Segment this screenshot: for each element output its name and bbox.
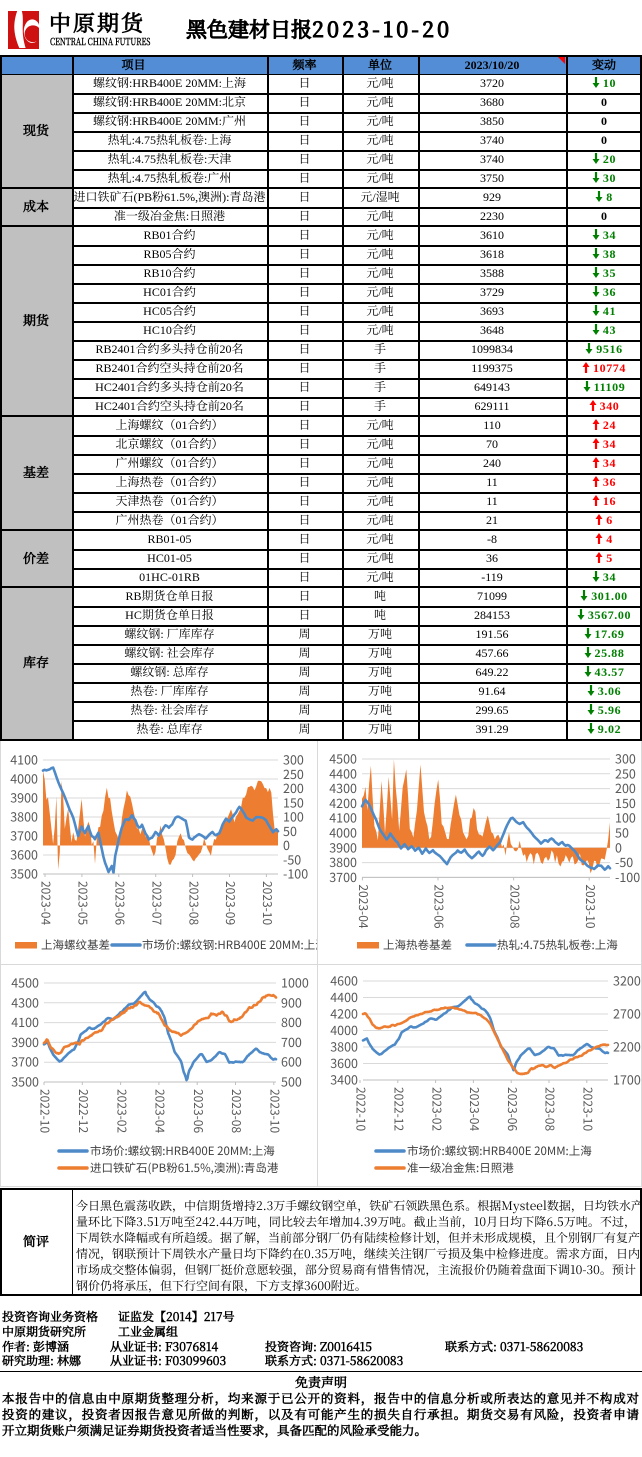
svg-text:3900: 3900	[10, 788, 38, 807]
svg-text:4300: 4300	[11, 992, 39, 1011]
svg-text:2023-10: 2023-10	[259, 881, 276, 925]
svg-text:-50: -50	[283, 849, 301, 868]
svg-text:2023-07: 2023-07	[148, 881, 165, 925]
svg-text:3500: 3500	[10, 864, 38, 883]
svg-text:2023-10: 2023-10	[267, 1089, 284, 1133]
svg-text:2023-04: 2023-04	[152, 1089, 169, 1133]
svg-text:准一级冶金焦:日照港: 准一级冶金焦:日照港	[407, 1160, 514, 1176]
svg-text:2023-08: 2023-08	[542, 1087, 559, 1131]
svg-text:2023-06: 2023-06	[504, 1087, 521, 1131]
svg-text:1700: 1700	[613, 1070, 641, 1089]
svg-text:1000: 1000	[281, 973, 309, 992]
svg-text:4100: 4100	[10, 750, 38, 769]
svg-text:2023-09: 2023-09	[222, 881, 239, 925]
svg-text:300: 300	[615, 749, 636, 768]
svg-text:-100: -100	[283, 864, 308, 883]
svg-text:4200: 4200	[330, 1004, 358, 1023]
svg-text:3400: 3400	[330, 1070, 358, 1089]
svg-text:100: 100	[615, 808, 636, 827]
svg-text:2023-08: 2023-08	[228, 1089, 245, 1133]
svg-text:2023-08: 2023-08	[506, 884, 523, 928]
svg-text:3700: 3700	[10, 826, 38, 845]
svg-text:2023-06: 2023-06	[190, 1089, 207, 1133]
svg-text:0: 0	[283, 835, 290, 854]
svg-text:3900: 3900	[329, 837, 357, 856]
svg-text:2023-04: 2023-04	[38, 881, 55, 925]
svg-text:700: 700	[281, 1032, 302, 1051]
svg-text:0: 0	[615, 837, 622, 856]
svg-text:3700: 3700	[329, 867, 357, 886]
svg-text:2023-10: 2023-10	[580, 1087, 597, 1131]
svg-text:2200: 2200	[613, 1037, 641, 1056]
svg-text:2023-04: 2023-04	[355, 884, 372, 928]
svg-text:2023-04: 2023-04	[466, 1087, 483, 1131]
svg-text:200: 200	[283, 778, 304, 797]
svg-text:4500: 4500	[11, 973, 39, 992]
svg-text:-50: -50	[615, 852, 633, 871]
svg-text:3800: 3800	[330, 1037, 358, 1056]
svg-text:上海热卷基差: 上海热卷基差	[383, 937, 452, 953]
svg-text:3800: 3800	[10, 807, 38, 826]
svg-text:800: 800	[281, 1012, 302, 1031]
svg-text:2023-05: 2023-05	[75, 881, 92, 925]
svg-text:4100: 4100	[11, 1012, 39, 1031]
svg-text:4000: 4000	[329, 823, 357, 842]
svg-text:市场价:螺纹钢:HRB400E 20MM:上海: 市场价:螺纹钢:HRB400E 20MM:上海	[407, 1143, 592, 1159]
svg-text:3800: 3800	[329, 852, 357, 871]
svg-text:4000: 4000	[330, 1020, 358, 1039]
svg-text:2023-06: 2023-06	[431, 884, 448, 928]
svg-text:3600: 3600	[10, 845, 38, 864]
svg-text:市场价:螺纹钢:HRB400E 20MM:上海: 市场价:螺纹钢:HRB400E 20MM:上海	[142, 937, 317, 953]
svg-text:2023-10: 2023-10	[582, 884, 599, 928]
svg-text:150: 150	[283, 792, 304, 811]
svg-text:300: 300	[283, 750, 304, 769]
svg-text:2700: 2700	[613, 1004, 641, 1023]
svg-text:2022-10: 2022-10	[37, 1089, 54, 1133]
svg-text:2022-12: 2022-12	[391, 1087, 408, 1131]
svg-text:4400: 4400	[330, 987, 358, 1006]
svg-text:4500: 4500	[329, 749, 357, 768]
svg-text:150: 150	[615, 793, 636, 812]
svg-text:600: 600	[281, 1052, 302, 1071]
svg-text:500: 500	[281, 1072, 302, 1091]
svg-text:50: 50	[615, 823, 629, 842]
svg-text:250: 250	[283, 764, 304, 783]
svg-text:3200: 3200	[613, 971, 641, 990]
svg-text:3600: 3600	[330, 1053, 358, 1072]
svg-text:100: 100	[283, 807, 304, 826]
svg-text:4200: 4200	[329, 793, 357, 812]
svg-text:2022-12: 2022-12	[75, 1089, 92, 1133]
svg-text:市场价:螺纹钢:HRB400E 20MM:上海: 市场价:螺纹钢:HRB400E 20MM:上海	[90, 1143, 275, 1159]
svg-text:4000: 4000	[10, 769, 38, 788]
svg-text:2023-02: 2023-02	[428, 1087, 445, 1131]
svg-text:200: 200	[615, 778, 636, 797]
svg-text:3700: 3700	[11, 1052, 39, 1071]
svg-text:4400: 4400	[329, 763, 357, 782]
svg-text:上海螺纹基差: 上海螺纹基差	[41, 937, 110, 953]
svg-text:4100: 4100	[329, 808, 357, 827]
svg-text:-100: -100	[615, 867, 640, 886]
svg-text:2023-06: 2023-06	[112, 881, 129, 925]
svg-text:热轧:4.75热轧板卷:上海: 热轧:4.75热轧板卷:上海	[497, 937, 618, 953]
svg-text:2022-10: 2022-10	[353, 1087, 370, 1131]
svg-text:250: 250	[615, 763, 636, 782]
svg-text:900: 900	[281, 992, 302, 1011]
svg-text:3900: 3900	[11, 1032, 39, 1051]
svg-text:3500: 3500	[11, 1072, 39, 1091]
svg-text:进口铁矿石(PB粉61.5%,澳洲):青岛港: 进口铁矿石(PB粉61.5%,澳洲):青岛港	[90, 1160, 279, 1176]
svg-text:4600: 4600	[330, 971, 358, 990]
svg-text:2023-08: 2023-08	[185, 881, 202, 925]
svg-text:50: 50	[283, 821, 297, 840]
svg-text:4300: 4300	[329, 778, 357, 797]
svg-text:2023-02: 2023-02	[113, 1089, 130, 1133]
